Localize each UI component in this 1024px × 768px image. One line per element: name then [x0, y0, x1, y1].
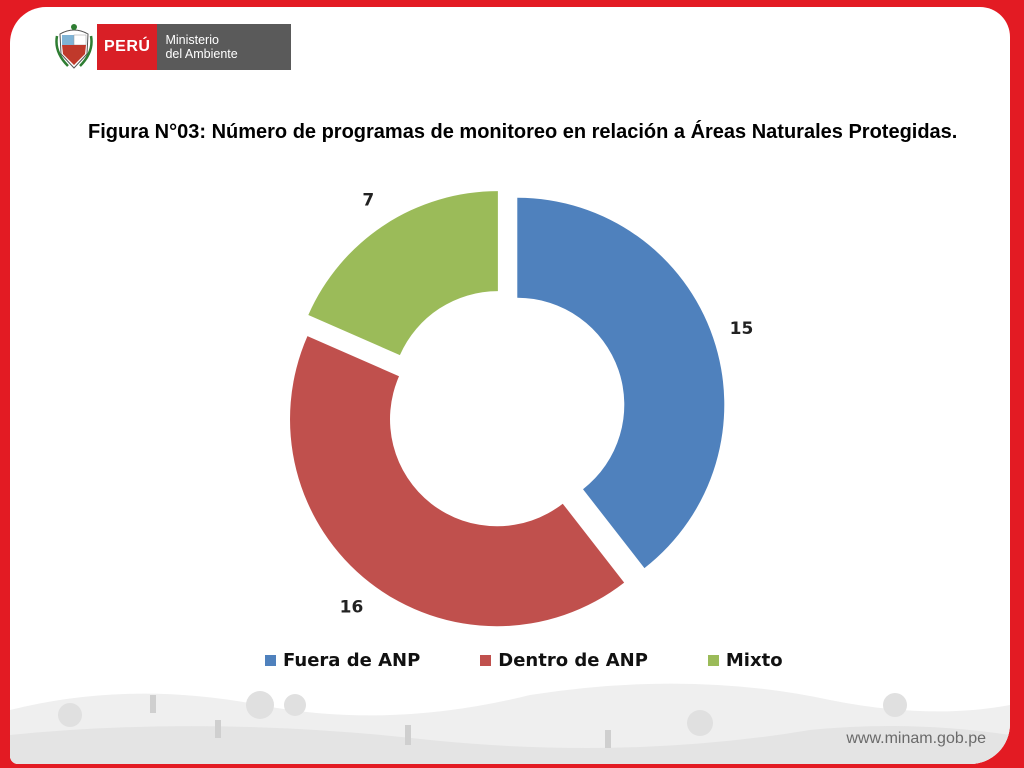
- footer-illustration: [10, 683, 1010, 764]
- slice-fuera: [517, 197, 725, 569]
- legend-swatch-dentro: [480, 655, 492, 666]
- slice-dentro: [290, 336, 625, 627]
- figure-title: Figura N°03: Número de programas de moni…: [88, 121, 958, 143]
- data-label-mixto: 7: [362, 191, 374, 211]
- slide: PERÚ Ministerio del Ambiente Figura N°03…: [10, 7, 1010, 764]
- ministry-line-2: del Ambiente: [165, 47, 238, 61]
- coat-of-arms-icon: [55, 24, 93, 69]
- footer-url: www.minam.gob.pe: [846, 730, 986, 747]
- legend-item-dentro: Dentro de ANP: [480, 650, 648, 671]
- ministry-name: Ministerio del Ambiente: [157, 24, 292, 70]
- legend-item-fuera: Fuera de ANP: [265, 650, 420, 671]
- ministry-line-1: Ministerio: [165, 33, 219, 47]
- chart-legend: Fuera de ANP Dentro de ANP Mixto: [265, 650, 783, 671]
- legend-swatch-mixto: [707, 655, 719, 666]
- ministry-logo: PERÚ Ministerio del Ambiente: [54, 21, 292, 73]
- peru-brand: PERÚ: [97, 24, 158, 70]
- slice-mixto: [308, 191, 498, 356]
- donut-chart: 15 16 7: [290, 191, 754, 627]
- legend-swatch-fuera: [265, 655, 276, 666]
- data-label-fuera: 15: [730, 319, 754, 339]
- legend-label-dentro: Dentro de ANP: [498, 650, 648, 671]
- data-label-dentro: 16: [340, 597, 364, 617]
- legend-item-mixto: Mixto: [707, 650, 783, 671]
- legend-label-fuera: Fuera de ANP: [283, 650, 421, 671]
- legend-label-mixto: Mixto: [725, 650, 783, 671]
